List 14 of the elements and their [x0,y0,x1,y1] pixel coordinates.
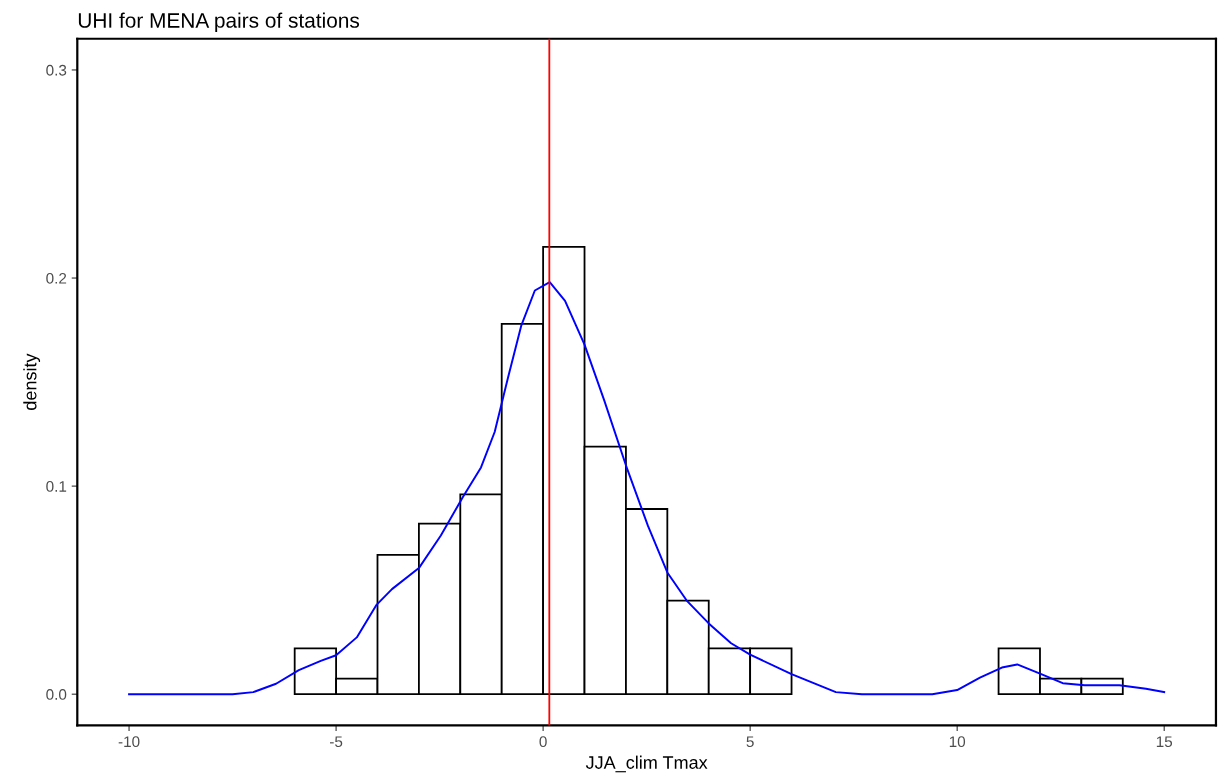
x-tick-label: -10 [118,736,140,748]
x-tick-label: 0 [539,736,547,748]
line-series [128,281,1166,696]
x-tick-label: 5 [746,736,754,748]
x-tick-label: 15 [1156,736,1173,748]
x-tick-label: -5 [329,736,343,748]
chart-title: UHI for MENA pairs of stations [78,12,360,32]
y-tick-label: 0.1 [46,480,67,492]
x-axis-title: JJA_clim Tmax [585,755,708,773]
y-tick-label: 0.2 [46,272,67,284]
y-axis-title: density [23,353,41,410]
y-tick-label: 0.3 [46,64,67,76]
x-tick-label: 10 [949,736,966,748]
y-tick-label: 0.0 [46,689,67,700]
